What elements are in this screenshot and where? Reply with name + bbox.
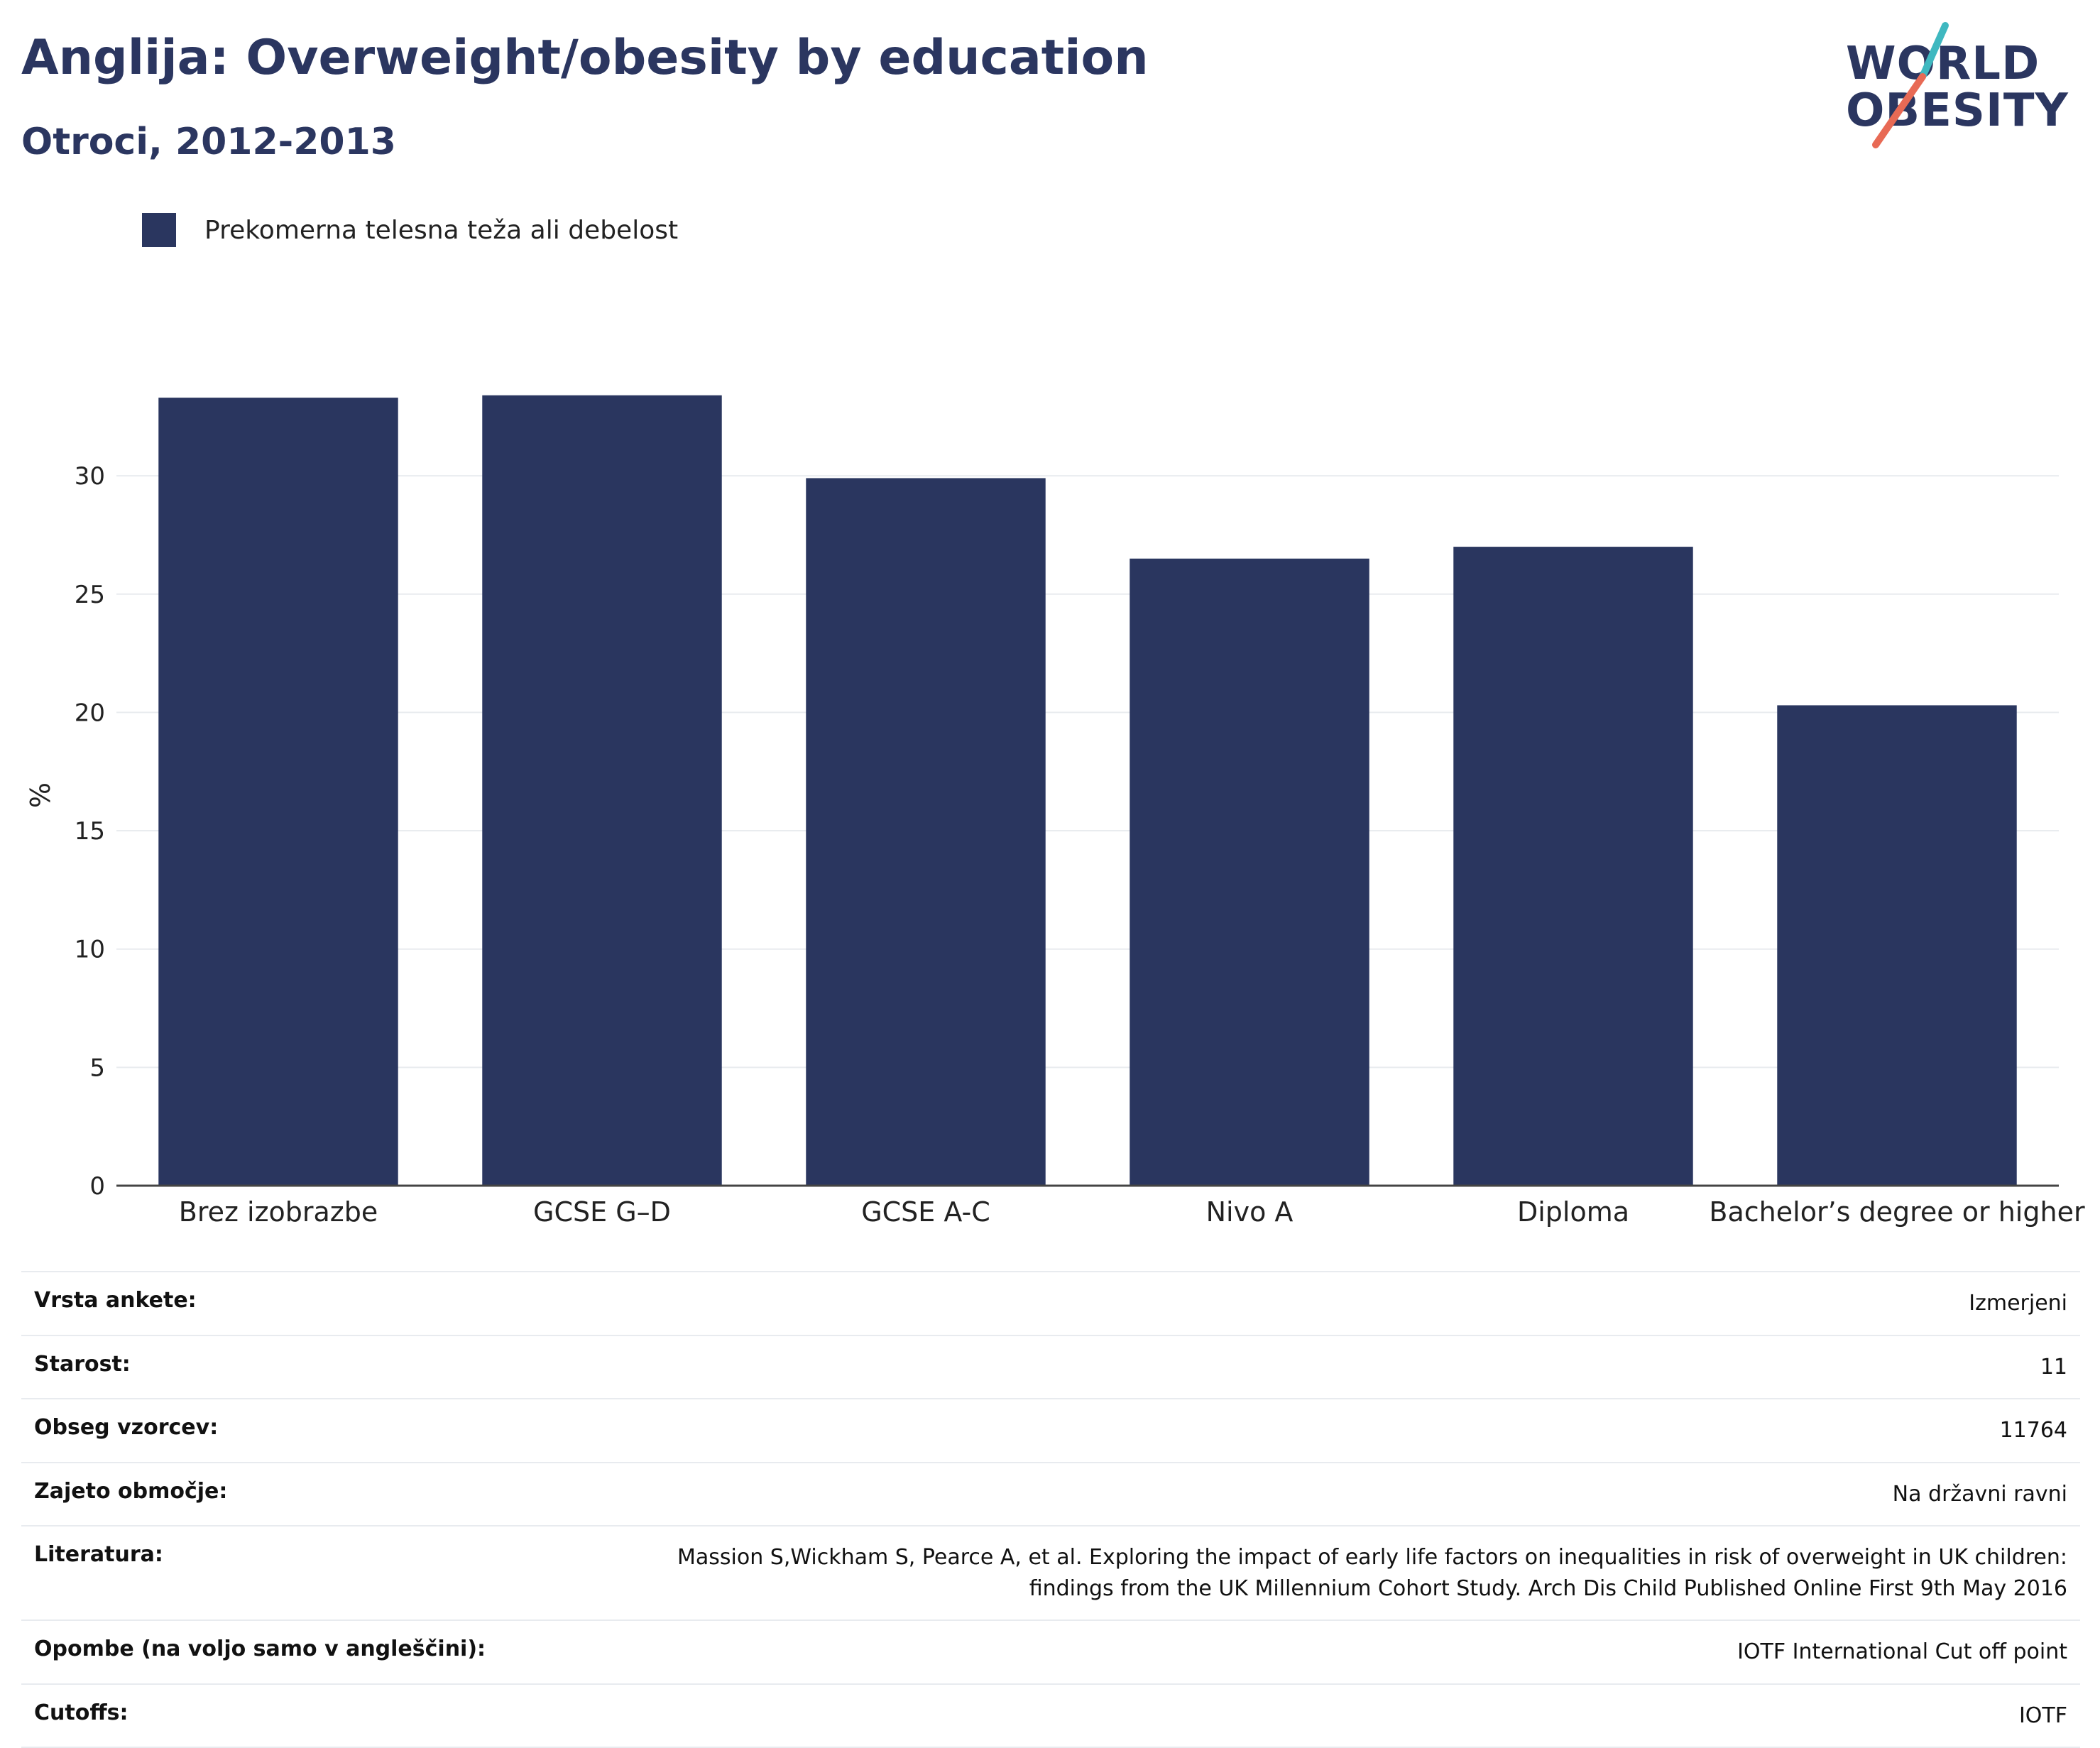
info-key: Vrsta ankete: <box>34 1288 197 1313</box>
info-key: Zajeto območje: <box>34 1478 228 1504</box>
x-tick-label: Diploma <box>1517 1196 1629 1228</box>
bar <box>1453 547 1693 1186</box>
x-tick-label: Nivo A <box>1206 1196 1294 1228</box>
info-value: IOTF <box>2018 1703 2067 1728</box>
info-value-line: Massion S,Wickham S, Pearce A, et al. Ex… <box>677 1545 2067 1570</box>
y-tick-label: 10 <box>75 936 105 964</box>
legend-swatch <box>142 213 176 247</box>
x-tick-label: GCSE A-C <box>861 1196 990 1228</box>
y-tick-label: 30 <box>75 462 105 491</box>
legend: Prekomerna telesna teža ali debelost <box>142 212 678 248</box>
info-table: Vrsta ankete: Izmerjeni Starost: 11 Obseg vz… <box>21 1271 2080 1748</box>
y-tick-label: 25 <box>75 581 105 609</box>
y-tick-label: 5 <box>89 1054 105 1082</box>
legend-label: Prekomerna telesna teža ali debelost <box>204 215 679 245</box>
logo-line-1: WORLD <box>1846 38 2040 90</box>
info-row: Literatura: Massion S,Wickham S, Pearce A… <box>21 1526 2080 1620</box>
x-tick-label: Bachelor’s degree or higher <box>1709 1196 2085 1228</box>
info-row: Opombe (na voljo samo v angleščini): IOTF… <box>21 1620 2080 1684</box>
x-tick-label: GCSE G–D <box>533 1196 671 1228</box>
bar-chart: 0 5 10 15 20 25 30% Brez izobrazbe GCSE G–D GCSE … <box>25 395 2085 1228</box>
logo-slash-icon <box>1872 22 1949 148</box>
y-tick-label: 0 <box>89 1172 105 1201</box>
y-tick-label: 15 <box>75 817 105 846</box>
info-key: Cutoffs: <box>34 1700 128 1725</box>
info-value-line: findings from the UK Millennium Cohort S… <box>1029 1575 2067 1601</box>
info-value: Massion S,Wickham S, Pearce A, et al. Ex… <box>540 1526 2080 1620</box>
info-value: IOTF International Cut off point <box>1737 1639 2067 1664</box>
info-key: Starost: <box>34 1351 131 1377</box>
info-value: Izmerjeni <box>1969 1291 2067 1316</box>
info-value: 11764 <box>1999 1418 2067 1443</box>
x-tick-label: Brez izobrazbe <box>179 1196 378 1228</box>
bar <box>1777 705 2017 1186</box>
info-value: Na državni ravni <box>1892 1481 2067 1507</box>
info-row: Obseg vzorcev: 11764 <box>21 1399 2080 1463</box>
bar <box>806 478 1046 1186</box>
chart-subtitle: Otroci, 2012-2013 <box>21 121 396 163</box>
info-row: Cutoffs: IOTF <box>21 1683 2080 1747</box>
info-value: 11 <box>2040 1354 2067 1380</box>
bar <box>1130 558 1369 1186</box>
info-row: Vrsta ankete: Izmerjeni <box>21 1272 2080 1335</box>
logo-line-2: OBESITY <box>1846 84 2069 137</box>
bar <box>482 395 722 1186</box>
chart-title: Anglija: Overweight/obesity by education <box>21 30 1149 86</box>
info-row: Zajeto območje: Na državni ravni <box>21 1462 2080 1526</box>
bar <box>158 398 398 1186</box>
info-key: Literatura: <box>34 1542 163 1567</box>
info-row: Starost: 11 <box>21 1335 2080 1399</box>
y-axis-label: % <box>25 782 56 808</box>
info-key: Obseg vzorcev: <box>34 1415 219 1440</box>
info-key: Opombe (na voljo samo v angleščini): <box>34 1637 486 1661</box>
world-obesity-logo: WORLD OBESITY <box>1846 20 2087 155</box>
y-tick-label: 20 <box>75 699 105 727</box>
